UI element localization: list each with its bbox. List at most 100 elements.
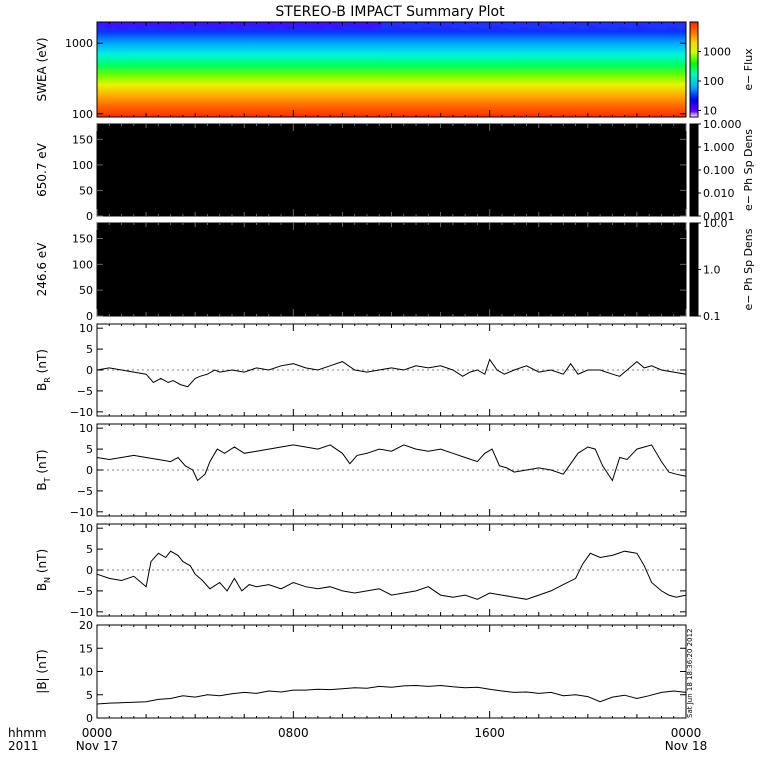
spectrogram-strip [646,22,658,28]
spectrogram-strip [666,22,677,27]
y-tick-label: −10 [70,506,93,519]
colorbar-tick-label: 0.010 [703,187,735,200]
year-caption: 2011 [8,739,39,753]
y-tick-label: 5 [86,343,93,356]
colorbar [689,21,699,118]
x-tick-label: 0000 [671,726,702,740]
colorbar-tick-label: 10.0 [703,217,728,230]
spectrogram-strip [224,22,235,27]
swea-spectrogram [97,22,686,117]
spectrogram-strip [578,22,589,29]
panel-4: −10 −5 0 5 10 BR (nT) [35,322,687,419]
spectrogram-strip [430,22,442,29]
data-trace [96,444,687,482]
data-trace [96,684,687,705]
spectrogram-strip [568,22,579,27]
spectrogram-strip [440,22,451,26]
y-tick-label: −10 [70,406,93,419]
x-tick-date-label: Nov 17 [76,739,119,753]
spectrogram-strip [136,22,147,29]
y-tick-label: 10 [79,322,93,335]
colorbar-label: e− Ph Sp Dens [742,228,755,310]
spectrogram-strip [293,22,304,26]
panel-3: 0 50 100 150 246.6 eV 10.0 1.0 0.1 e− Ph Sp Dens [35,217,755,323]
colorbar-tick-label: 1000 [703,45,731,58]
y-axis-label: BN (nT) [35,549,52,591]
spectrogram-strip [499,22,510,28]
y-tick-label: 0 [86,564,93,577]
y-tick-label: −5 [77,585,93,598]
spectrogram-strip [460,22,471,30]
panel-7: 0 5 10 15 20 |B| (nT) [35,619,687,725]
y-tick-label: 15 [79,642,93,655]
y-tick-label: 0 [86,210,93,223]
colorbar-tick-label: 0.1 [703,310,721,323]
data-trace [96,550,687,600]
spectrogram-strip [263,22,275,30]
y-tick-label: 10 [79,666,93,679]
spectrogram-strip [607,22,618,30]
y-tick-label: 5 [86,443,93,456]
y-axis-label: 650.7 eV [35,142,49,197]
spectrogram-strip [597,22,608,28]
y-tick-label: 100 [72,258,93,271]
y-tick-label: 50 [79,184,93,197]
colorbar-tick-label: 10 [703,104,717,117]
spectrogram-strip [509,22,520,30]
colorbar-label: e− Ph Sp Dens [742,129,755,211]
spectrogram-strip [204,22,216,28]
spectrogram-strip [538,22,550,26]
spectrogram-strip [155,22,167,28]
colorbar-tick-label: 0.100 [703,164,735,177]
spectrogram-strip [627,22,638,29]
spectrogram-strip [185,22,196,29]
spectrogram-strip [381,22,392,29]
spectrogram-strip [548,22,559,28]
colorbar [689,123,699,217]
spectrogram-strip [283,22,294,29]
x-tick-label: 0800 [278,726,309,740]
y-tick-label: 150 [72,233,93,246]
colorbar-tick-label: 1.0 [703,264,721,277]
generated-timestamp: Sat Jun 18 18:36:20 2012 [686,629,694,718]
spectrogram-strip [342,22,353,26]
spectrogram-strip [489,22,500,26]
y-tick-label: 20 [79,619,93,632]
spectrogram-strip [519,22,530,27]
y-tick-label: 10 [79,422,93,435]
time-axis-caption: hhmm [8,726,47,740]
plot-title: STEREO-B IMPACT Summary Plot [275,4,505,20]
y-tick-label: 5 [86,689,93,702]
x-tick-date-label: Nov 18 [665,739,708,753]
colorbar-label: e− Flux [742,48,755,91]
colorbar-tick-label: 10.000 [703,118,742,131]
spectrogram-strip [636,22,648,26]
spectrogram-strip [126,22,137,27]
spectrogram-strip [411,22,422,30]
spectrogram-strip [175,22,186,27]
spectrogram-strip [234,22,245,29]
spectrogram-strip [587,22,599,26]
spectrogram-strip [312,22,324,30]
colorbar-tick-label: 1.000 [703,141,735,154]
y-axis-label: SWEA (eV) [35,37,49,101]
spectrogram-strip [470,22,481,27]
spectrogram-strip [401,22,412,28]
spectrogram-strip [479,22,491,29]
spectrogram-strip [106,22,118,28]
pitch-angle-map [97,124,686,216]
spectrogram-strip [558,22,569,30]
y-tick-label: −10 [70,606,93,619]
spectrogram-strip [322,22,334,27]
spectrogram-strip [420,22,432,27]
y-tick-label: 0 [86,364,93,377]
spectrogram-strip [97,22,108,26]
panel-5: −10 −5 0 5 10 BT (nT) [35,422,687,519]
y-tick-label: 0 [86,464,93,477]
y-tick-label: 100 [72,159,93,172]
spectrogram-strip [371,22,383,27]
spectrogram-strip [195,22,206,26]
spectrogram-strip [273,22,285,27]
